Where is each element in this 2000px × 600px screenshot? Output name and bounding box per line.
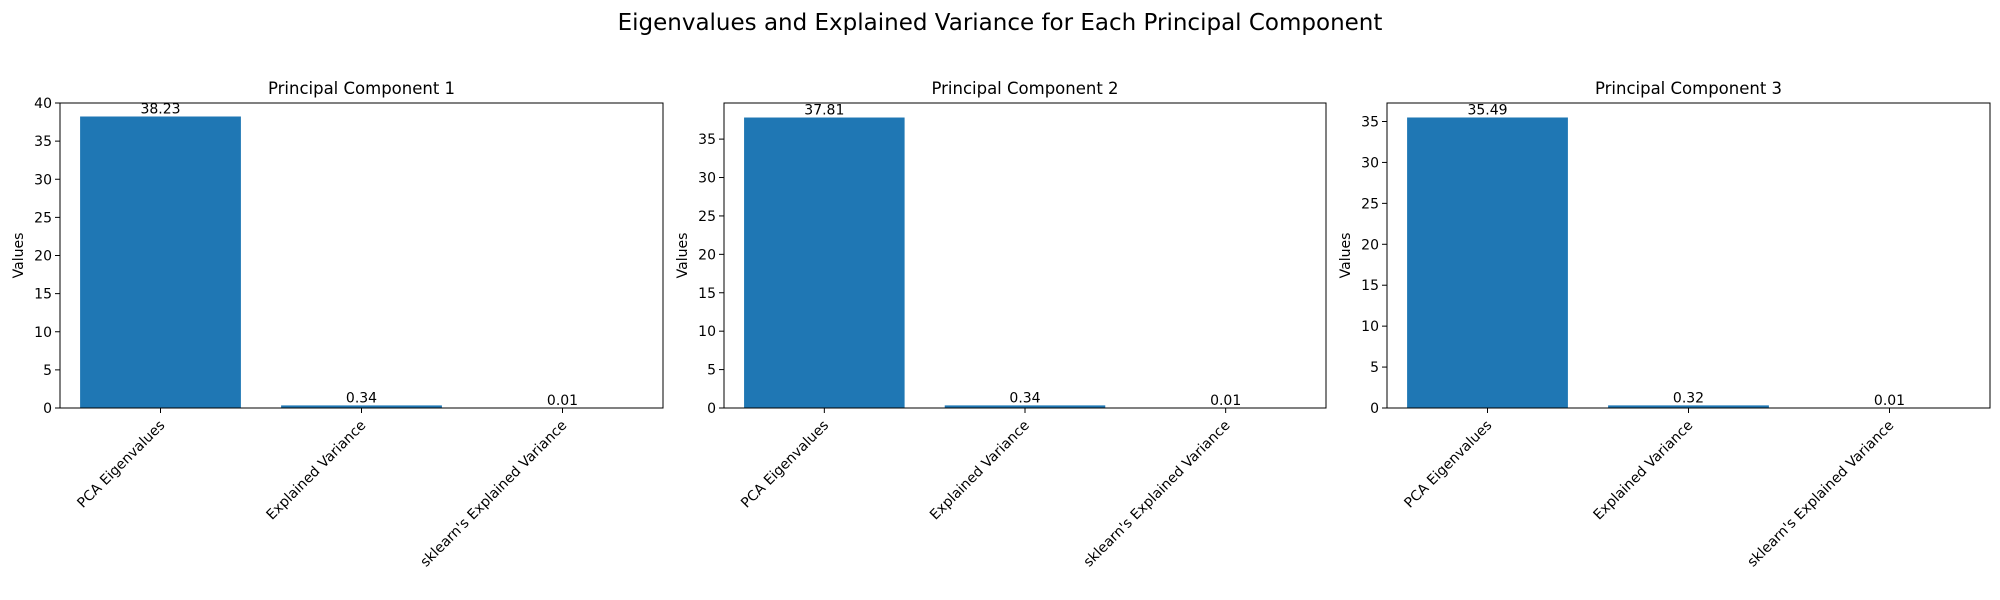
subplot-title: Principal Component 3 xyxy=(1595,79,1782,98)
bar-value-label-1: 35.49 xyxy=(1467,102,1507,118)
figure-title: Eigenvalues and Explained Variance for E… xyxy=(618,10,1383,36)
y-tick-label-3: 15 xyxy=(1361,278,1379,294)
bar-1 xyxy=(80,116,241,408)
y-tick-label-4: 20 xyxy=(1361,237,1379,253)
y-tick-label-1: 5 xyxy=(707,363,716,379)
y-tick-label-5: 25 xyxy=(1361,196,1379,212)
bar-value-label-3: 0.01 xyxy=(547,393,578,409)
bar-value-label-3: 0.01 xyxy=(1874,393,1905,409)
y-tick-label-3: 15 xyxy=(698,286,716,302)
y-axis-label: Values xyxy=(1338,233,1354,279)
y-tick-label-3: 15 xyxy=(34,287,52,303)
y-tick-label-1: 5 xyxy=(43,363,52,379)
bar-value-label-3: 0.01 xyxy=(1210,393,1241,409)
subplot-title: Principal Component 2 xyxy=(931,79,1118,98)
bar-value-label-2: 0.34 xyxy=(1009,390,1040,406)
y-tick-label-7: 35 xyxy=(698,132,716,148)
y-tick-label-4: 20 xyxy=(34,249,52,265)
bar-2 xyxy=(944,405,1106,408)
y-tick-label-5: 25 xyxy=(698,209,716,225)
y-tick-label-4: 20 xyxy=(698,247,716,263)
y-tick-label-0: 0 xyxy=(43,401,52,417)
y-tick-label-6: 30 xyxy=(34,172,52,188)
bar-1 xyxy=(1407,117,1568,408)
y-tick-label-7: 35 xyxy=(34,134,52,150)
subplot-title: Principal Component 1 xyxy=(268,79,455,98)
y-axis-label: Values xyxy=(11,233,27,279)
y-tick-label-6: 30 xyxy=(1361,155,1379,171)
y-tick-label-2: 10 xyxy=(1361,319,1379,335)
y-tick-label-2: 10 xyxy=(698,324,716,340)
y-tick-label-0: 0 xyxy=(707,401,716,417)
bar-value-label-2: 0.34 xyxy=(346,390,377,406)
bar-value-label-1: 38.23 xyxy=(140,101,180,117)
y-tick-label-6: 30 xyxy=(698,171,716,187)
bar-1 xyxy=(744,117,905,409)
y-tick-label-5: 25 xyxy=(34,210,52,226)
bar-value-label-2: 0.32 xyxy=(1673,390,1704,406)
bar-2 xyxy=(281,405,442,408)
y-tick-label-2: 10 xyxy=(34,325,52,341)
y-tick-label-0: 0 xyxy=(1370,401,1379,417)
y-axis-label: Values xyxy=(675,233,691,279)
bar-value-label-1: 37.81 xyxy=(804,103,844,119)
y-tick-label-1: 5 xyxy=(1370,360,1379,376)
y-tick-label-7: 35 xyxy=(1361,114,1379,130)
bar-2 xyxy=(1608,405,1769,408)
y-tick-label-8: 40 xyxy=(34,96,52,112)
